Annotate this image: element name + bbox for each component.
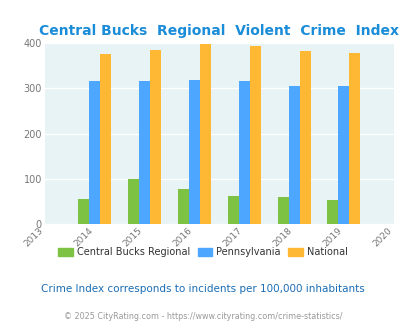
Bar — [327, 200, 338, 224]
Bar — [78, 199, 89, 224]
Bar — [227, 196, 238, 224]
Bar — [149, 50, 160, 224]
Bar — [249, 46, 260, 224]
Bar — [238, 82, 249, 224]
Bar — [199, 44, 210, 224]
Bar — [128, 179, 139, 224]
Text: Crime Index corresponds to incidents per 100,000 inhabitants: Crime Index corresponds to incidents per… — [41, 284, 364, 294]
Bar — [277, 197, 288, 224]
Bar — [89, 82, 100, 224]
Title: Central Bucks  Regional  Violent  Crime  Index: Central Bucks Regional Violent Crime Ind… — [39, 23, 398, 38]
Text: © 2025 CityRating.com - https://www.cityrating.com/crime-statistics/: © 2025 CityRating.com - https://www.city… — [64, 313, 341, 321]
Bar — [299, 51, 310, 224]
Bar — [177, 189, 188, 224]
Bar — [100, 54, 111, 224]
Bar — [349, 53, 360, 224]
Legend: Central Bucks Regional, Pennsylvania, National: Central Bucks Regional, Pennsylvania, Na… — [54, 243, 351, 261]
Bar — [338, 85, 349, 224]
Bar — [188, 80, 199, 224]
Bar — [288, 85, 299, 224]
Bar — [139, 82, 149, 224]
